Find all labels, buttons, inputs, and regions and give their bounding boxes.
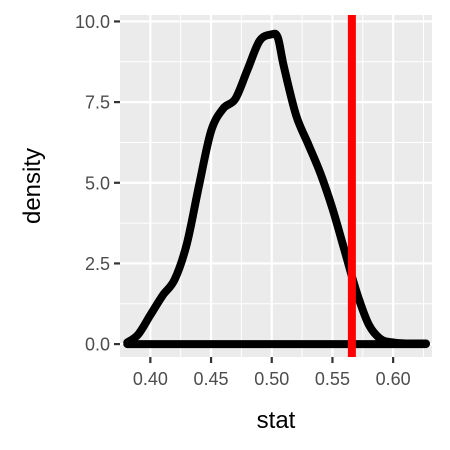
axis-ticks — [114, 20, 395, 363]
major-gridlines — [120, 15, 432, 357]
y-tick-label: 0.0 — [85, 335, 110, 355]
x-axis-title: stat — [257, 407, 296, 434]
minor-gridlines — [120, 15, 432, 357]
y-tick-label: 7.5 — [85, 93, 110, 113]
y-tick-label: 2.5 — [85, 254, 110, 274]
y-tick-label: 5.0 — [85, 173, 110, 193]
x-tick-label: 0.50 — [254, 369, 289, 389]
x-tick-label: 0.45 — [194, 369, 229, 389]
tick-labels: 0.40 0.45 0.50 0.55 0.60 0.0 2.5 5.0 7.5 10.0 — [75, 12, 411, 389]
y-tick-label: 10.0 — [75, 12, 110, 32]
y-axis-title: density — [19, 148, 46, 224]
plot-marks — [123, 15, 430, 357]
x-tick-label: 0.40 — [133, 369, 168, 389]
density-curve — [123, 29, 430, 348]
plot-panel — [120, 15, 432, 357]
x-tick-label: 0.60 — [376, 369, 411, 389]
x-tick-label: 0.55 — [315, 369, 350, 389]
